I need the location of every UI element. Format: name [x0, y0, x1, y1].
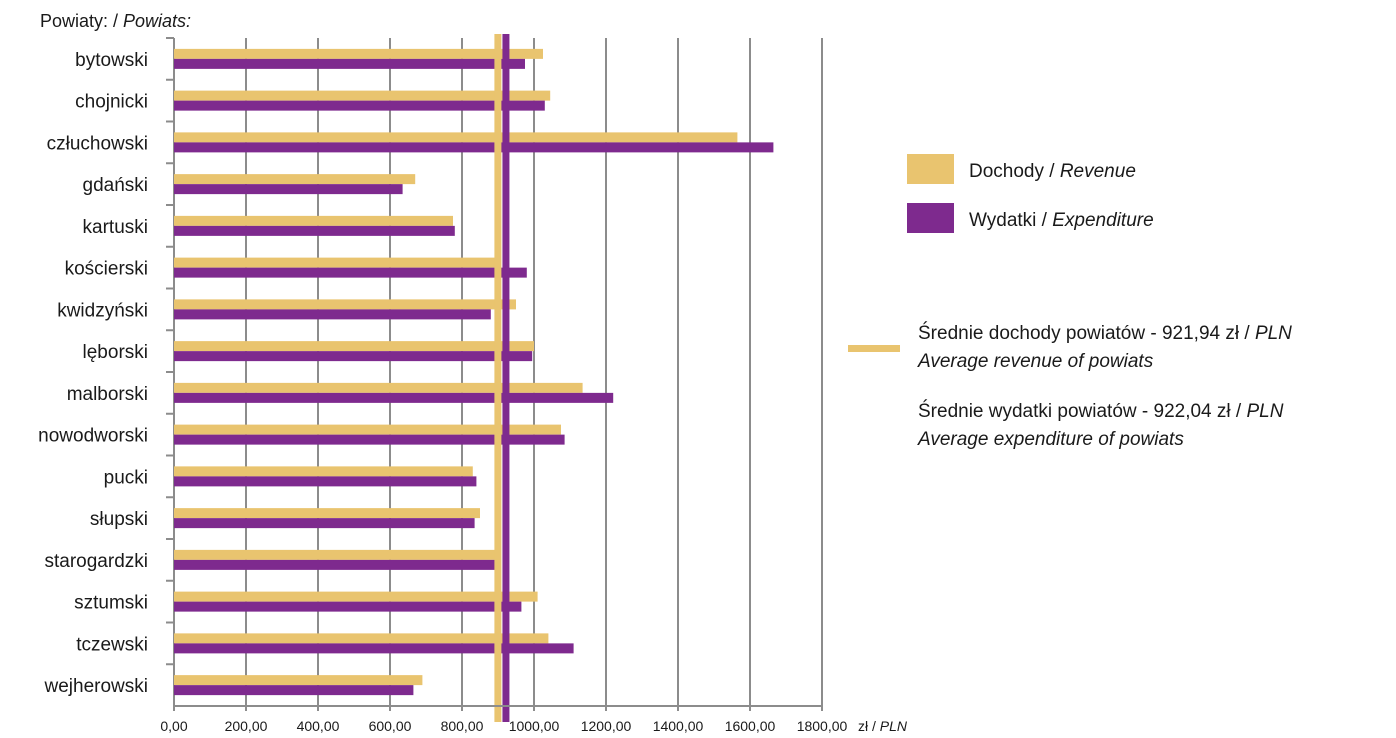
bar-expenditure	[174, 434, 565, 445]
bar-revenue	[174, 508, 480, 519]
legend-reference-sublabel-expenditure: Average expenditure of powiats	[917, 429, 1184, 450]
reference-line-average-revenue	[494, 34, 502, 722]
bar-revenue	[174, 591, 538, 602]
bar-expenditure	[174, 476, 477, 487]
bar-revenue	[174, 466, 473, 477]
bar-revenue	[174, 549, 500, 560]
category-label: tczewski	[76, 634, 148, 655]
legend-reference-label-expenditure: Średnie wydatki powiatów - 922,04 zł / P…	[918, 400, 1284, 422]
category-label: kościerski	[65, 259, 148, 280]
x-tick-label: 0,00	[160, 718, 187, 734]
bar-expenditure	[174, 643, 574, 654]
bar-expenditure	[174, 601, 522, 612]
x-tick-label: 1200,00	[581, 718, 632, 734]
bar-expenditure	[174, 58, 525, 69]
reference-lines	[494, 34, 510, 722]
bar-expenditure	[174, 142, 774, 153]
bar-revenue	[174, 48, 543, 59]
category-labels: bytowski chojnicki człuchowski gdański kartu…	[38, 37, 174, 697]
bar-expenditure	[174, 309, 491, 320]
bar-revenue	[174, 174, 416, 185]
bar-revenue	[174, 424, 561, 435]
legend-label-expenditure: Wydatki / Expenditure	[969, 210, 1154, 231]
category-label: lęborski	[83, 342, 148, 363]
bar-revenue	[174, 382, 583, 393]
bar-revenue	[174, 132, 738, 143]
x-axis-unit: zł / PLN	[858, 718, 908, 734]
bar-expenditure	[174, 559, 498, 570]
category-label: bytowski	[75, 50, 148, 71]
x-axis: 0,00 200,00 400,00 600,00 800,00 1000,00 1200,…	[160, 705, 908, 734]
bar-revenue	[174, 341, 534, 352]
category-label: chojnicki	[75, 92, 148, 113]
category-label: starogardzki	[45, 551, 149, 572]
x-tick-label: 1000,00	[509, 718, 560, 734]
bar-revenue	[174, 299, 516, 310]
bar-expenditure	[174, 267, 527, 278]
category-label: słupski	[90, 509, 148, 530]
x-tick-label: 1400,00	[653, 718, 704, 734]
bar-expenditure	[174, 225, 455, 236]
legend-label-revenue: Dochody / Revenue	[969, 161, 1136, 182]
bar-revenue	[174, 257, 500, 268]
bar-revenue	[174, 675, 423, 686]
category-label: pucki	[104, 467, 148, 488]
x-tick-label: 400,00	[297, 718, 340, 734]
category-label: malborski	[67, 384, 148, 405]
category-label: nowodworski	[38, 426, 148, 447]
bars-group	[174, 48, 774, 696]
bar-expenditure	[174, 184, 403, 195]
bar-expenditure	[174, 100, 545, 111]
category-label: kartuski	[83, 217, 148, 238]
category-label: sztumski	[74, 593, 148, 614]
x-tick-label: 200,00	[225, 718, 268, 734]
bar-expenditure	[174, 518, 475, 529]
category-label: gdański	[83, 175, 149, 196]
bar-revenue	[174, 215, 453, 226]
legend-swatch-expenditure	[907, 203, 954, 233]
reference-line-average-expenditure	[502, 34, 510, 722]
category-label: kwidzyński	[57, 300, 148, 321]
legend-swatch-revenue	[907, 154, 954, 184]
bar-revenue	[174, 90, 551, 101]
legend-reference-label-revenue: Średnie dochody powiatów - 921,94 zł / P…	[918, 322, 1292, 344]
y-axis-title: Powiaty: / Powiats:	[40, 11, 191, 31]
x-tick-label: 1800,00	[797, 718, 848, 734]
legend-reference-sublabel-revenue: Average revenue of powiats	[917, 351, 1154, 372]
bar-expenditure	[174, 685, 414, 696]
bar-expenditure	[174, 351, 533, 362]
x-tick-label: 800,00	[441, 718, 484, 734]
bar-revenue	[174, 633, 549, 644]
category-label: wejherowski	[44, 676, 148, 697]
bar-expenditure	[174, 392, 614, 403]
x-tick-label: 1600,00	[725, 718, 776, 734]
legend: Dochody / Revenue Wydatki / Expenditure …	[848, 154, 1292, 450]
x-tick-label: 600,00	[369, 718, 412, 734]
category-label: człuchowski	[47, 133, 148, 154]
legend-reference-line-revenue	[848, 345, 900, 352]
